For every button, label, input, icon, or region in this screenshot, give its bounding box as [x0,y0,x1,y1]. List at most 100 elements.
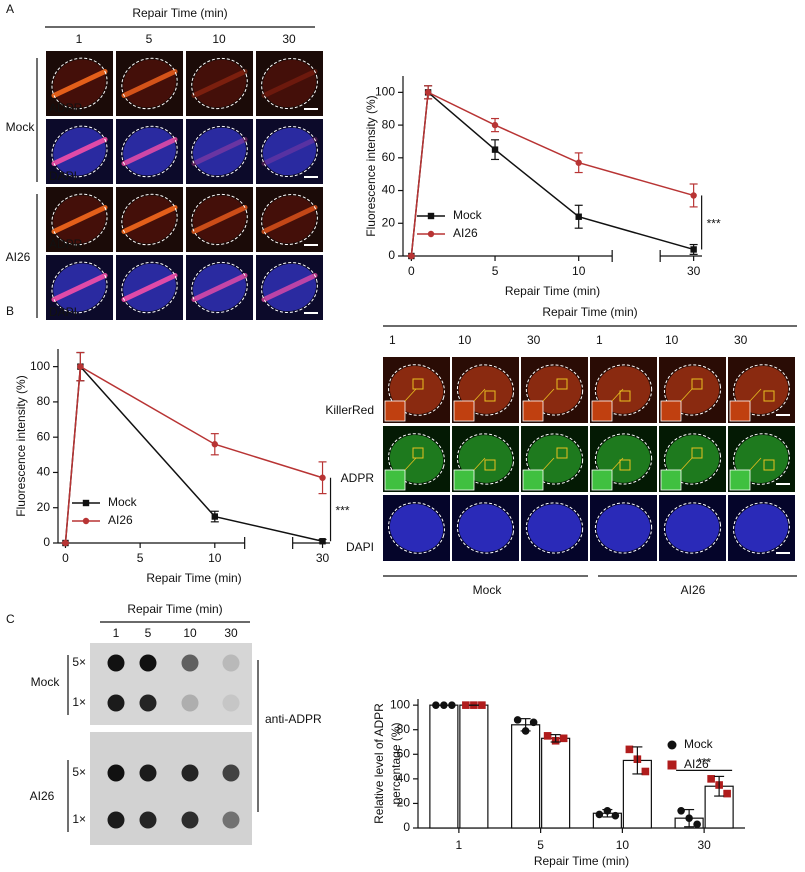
cell-outline [733,433,790,485]
damage-stripe [191,69,248,98]
column-label: 10 [212,32,226,46]
y-tick-label: 100 [390,697,410,711]
marker [491,146,499,153]
marker [690,192,697,199]
marker [424,89,432,96]
cell-outline [51,57,108,110]
significance-label: *** [707,217,721,231]
panel-letter: C [6,612,15,626]
bar [459,704,489,829]
marker [611,811,620,820]
y-tick-label: 40 [37,465,51,479]
nucleus [734,504,789,552]
marker [667,740,677,750]
y-tick-label: 100 [30,359,50,373]
inset-link [473,388,486,402]
group-label: Mock [473,583,503,597]
x-axis-title: Repair Time (min) [146,571,241,585]
legend-label: Mock [108,495,138,509]
column-label: 10 [665,333,679,347]
blot-dot [139,811,157,829]
inset [522,469,544,491]
marker [82,517,90,525]
roi-box [484,459,496,471]
x-tick-label: 1 [456,838,463,852]
damage-stripe [121,205,178,234]
cell-outline [191,125,248,178]
column-label: 5 [145,626,152,640]
marker [211,513,218,520]
inset [384,400,406,422]
marker [595,810,604,819]
dilution-label: 1× [72,812,86,826]
cell-outline [388,433,445,485]
antibody-label: anti-ADPR [265,712,322,726]
marker [723,789,731,798]
column-label: 10 [183,626,197,640]
cell-outline [663,502,722,554]
blot-dot [139,694,157,712]
cell-outline [663,433,722,485]
y-tick-label: 0 [388,248,395,262]
nucleus [665,504,720,552]
channel-label: ADPR [49,101,83,115]
inset [453,469,475,491]
significance-label: *** [697,756,711,770]
blot-dot [222,694,240,712]
marker [575,159,582,166]
roi-box [556,447,568,459]
inset-link [749,388,762,402]
y-tick-label: 60 [37,429,51,443]
blot-dot [181,654,199,672]
cell-outline [261,194,318,245]
cell-outline [51,193,108,246]
cell-outline [191,57,248,110]
cell-outline [261,262,318,313]
dilution-label: 1× [72,695,86,709]
damage-stripe [261,273,318,302]
y-tick-label: 40 [397,771,411,785]
x-tick-label: 30 [697,838,711,852]
column-label: 30 [734,333,748,347]
error-bar [602,808,613,818]
x-tick-label: 30 [316,551,330,565]
roi-box [763,459,775,471]
x-tick-label: 10 [208,551,222,565]
legend-label: AI26 [108,513,133,527]
dilution-label: 5× [72,655,86,669]
y-tick-label: 80 [382,117,396,131]
roi-box [691,378,703,390]
marker [513,716,522,724]
legend-label: Mock [684,737,714,751]
cell-outline [594,433,653,485]
cell-outline [51,125,108,178]
panel-letter: B [6,304,14,318]
column-label: 1 [389,333,396,347]
blot-dot [222,811,240,829]
group-label: Mock [6,120,36,134]
series-line [64,364,323,544]
roi-box [412,447,424,459]
x-tick-label: 30 [687,264,701,278]
roi-box [556,378,568,390]
column-label: 10 [458,333,472,347]
cell-outline [456,364,515,416]
panel-header: Repair Time (min) [542,305,637,319]
legend-label: AI26 [453,226,478,240]
x-tick-label: 0 [408,264,415,278]
panel-header: Repair Time (min) [127,602,222,616]
bar [511,724,541,829]
roi-box [691,447,703,459]
inset [591,469,613,491]
inset [591,400,613,422]
inset [522,400,544,422]
damage-stripe [261,205,318,234]
blot-dot [107,764,125,782]
bar [429,704,459,829]
nucleus [262,127,317,176]
marker [543,732,552,740]
inset-link [611,457,624,471]
group-label: Mock [31,675,61,689]
marker [82,499,90,507]
damage-stripe [51,137,108,166]
